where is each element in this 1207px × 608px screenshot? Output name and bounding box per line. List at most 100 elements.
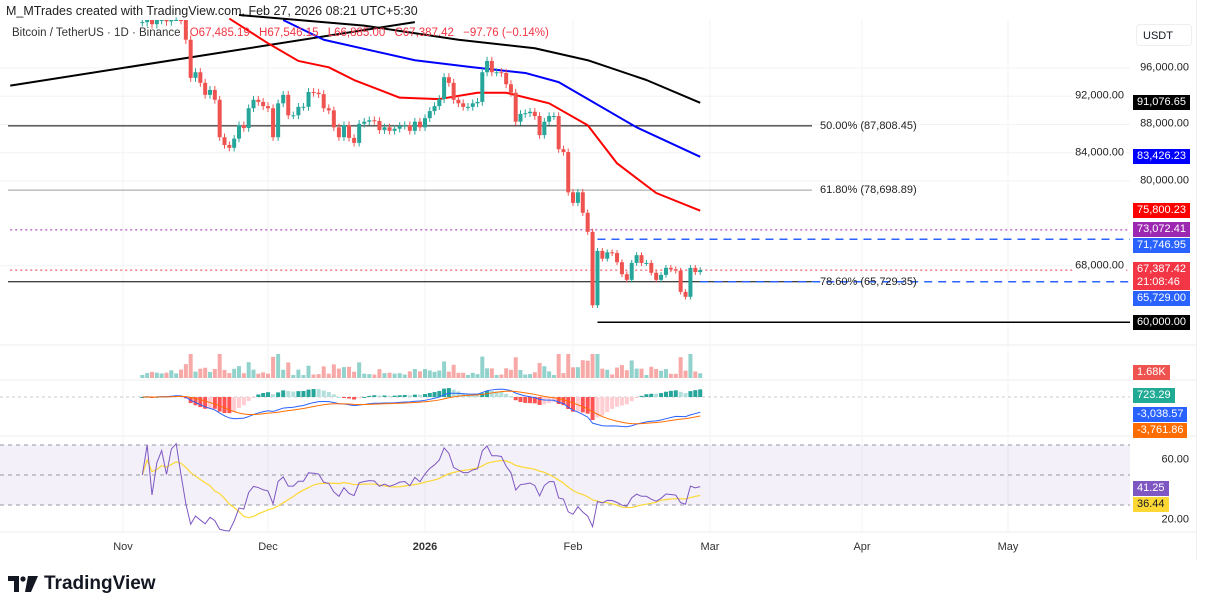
candle-body xyxy=(678,270,683,292)
currency-selector[interactable]: USDT xyxy=(1136,24,1192,46)
volume-bar xyxy=(407,371,412,378)
price-badge-value: 83,426.23 xyxy=(1137,150,1186,163)
volume-bar xyxy=(485,368,490,378)
symbol-title[interactable]: Bitcoin / TetherUS · 1D · Binance xyxy=(12,27,181,39)
macd-histogram-bar xyxy=(532,397,537,404)
macd-histogram-bar xyxy=(357,397,362,399)
volume-bar xyxy=(316,374,321,378)
macd-histogram-bar xyxy=(456,391,461,397)
price-badge-value: 71,746.95 xyxy=(1137,239,1186,252)
volume-bar xyxy=(499,374,504,378)
macd-histogram-bar xyxy=(629,397,634,402)
candle-body xyxy=(407,125,412,131)
volume-bar xyxy=(698,373,703,378)
candle-body xyxy=(402,125,407,127)
volume-bar xyxy=(654,369,659,378)
volume-bar xyxy=(678,357,683,378)
volume-bar xyxy=(595,354,600,378)
moving-average-line xyxy=(282,19,701,158)
volume-bar xyxy=(412,369,417,378)
volume-bar xyxy=(164,372,169,378)
macd-histogram-bar xyxy=(499,392,504,397)
candle-body xyxy=(203,82,208,95)
macd-histogram-bar xyxy=(251,397,256,398)
candle-body xyxy=(427,111,432,119)
macd-histogram-bar xyxy=(571,397,575,412)
volume-bar xyxy=(362,373,367,378)
macd-histogram-bar xyxy=(475,395,480,397)
tradingview-logo[interactable]: TradingView xyxy=(8,573,156,595)
macd-histogram-bar xyxy=(504,393,509,397)
candle-body xyxy=(556,116,561,150)
volume-bar xyxy=(276,354,281,378)
volume-bar xyxy=(542,366,547,378)
volume-bar xyxy=(203,367,208,378)
volume-bar xyxy=(551,375,556,378)
volume-bar xyxy=(465,375,470,378)
volume-bar xyxy=(417,371,422,378)
macd-histogram-bar xyxy=(402,394,407,397)
candle-body xyxy=(480,72,485,102)
rsi-band xyxy=(0,445,1130,505)
macd-histogram-bar xyxy=(585,397,590,414)
time-axis-label: Dec xyxy=(258,541,278,553)
candle-body xyxy=(605,252,610,259)
candle-body xyxy=(316,92,321,95)
candle-body xyxy=(600,250,605,259)
macd-histogram-bar xyxy=(663,391,668,397)
candle-body xyxy=(261,101,266,107)
high-value: H67,546.15 xyxy=(259,27,319,39)
volume-bar xyxy=(649,366,654,378)
macd-histogram-bar xyxy=(407,395,412,397)
candle-body xyxy=(276,103,281,138)
volume-bar xyxy=(281,369,286,378)
volume-bar xyxy=(347,366,352,378)
candle-body xyxy=(140,22,145,24)
macd-histogram-bar xyxy=(212,397,217,409)
macd-histogram-bar xyxy=(494,391,499,397)
candle-body xyxy=(232,138,237,148)
candle-body xyxy=(508,84,513,93)
volume-bar xyxy=(537,362,542,378)
macd-histogram-bar xyxy=(561,397,566,406)
candle-body xyxy=(580,192,585,213)
candle-body xyxy=(537,116,542,136)
volume-bar xyxy=(367,374,372,378)
macd-histogram-bar xyxy=(331,394,336,397)
macd-badge: -3,038.57 xyxy=(1133,406,1188,422)
macd-histogram-bar xyxy=(352,397,357,400)
candle-body xyxy=(237,125,241,139)
volume-bar xyxy=(610,374,615,378)
macd-histogram-bar xyxy=(688,391,693,397)
volume-bar xyxy=(154,372,159,378)
macd-histogram-bar xyxy=(442,388,447,397)
price-badge: 75,800.23 xyxy=(1133,203,1190,219)
volume-bar xyxy=(286,362,291,378)
macd-histogram-bar xyxy=(678,391,683,397)
candle-body xyxy=(286,94,291,116)
ohlc-values: O67,485.19 H67,546.15 L66,885.00 C67,387… xyxy=(190,27,555,39)
macd-histogram-bar xyxy=(261,393,266,397)
volume-bar xyxy=(174,373,179,378)
volume-bar xyxy=(580,360,585,378)
candle-body xyxy=(227,144,232,148)
macd-histogram-bar xyxy=(296,391,301,397)
macd-histogram-bar xyxy=(377,395,382,397)
volume-bar xyxy=(232,368,237,378)
volume-bar xyxy=(480,356,485,378)
volume-bar xyxy=(241,373,246,378)
macd-histogram-bar xyxy=(256,394,261,397)
macd-histogram-bar xyxy=(246,397,251,401)
macd-histogram-bar xyxy=(193,397,198,406)
macd-histogram-bar xyxy=(347,397,352,399)
candle-body xyxy=(698,270,703,273)
candle-body xyxy=(336,127,341,138)
macd-histogram-bar xyxy=(336,396,341,398)
volume-bar xyxy=(547,371,552,378)
macd-histogram-bar xyxy=(659,393,664,397)
volume-bar xyxy=(183,364,188,378)
candle-body xyxy=(561,149,566,153)
candle-body xyxy=(193,72,198,78)
macd-histogram-bar xyxy=(222,397,227,413)
